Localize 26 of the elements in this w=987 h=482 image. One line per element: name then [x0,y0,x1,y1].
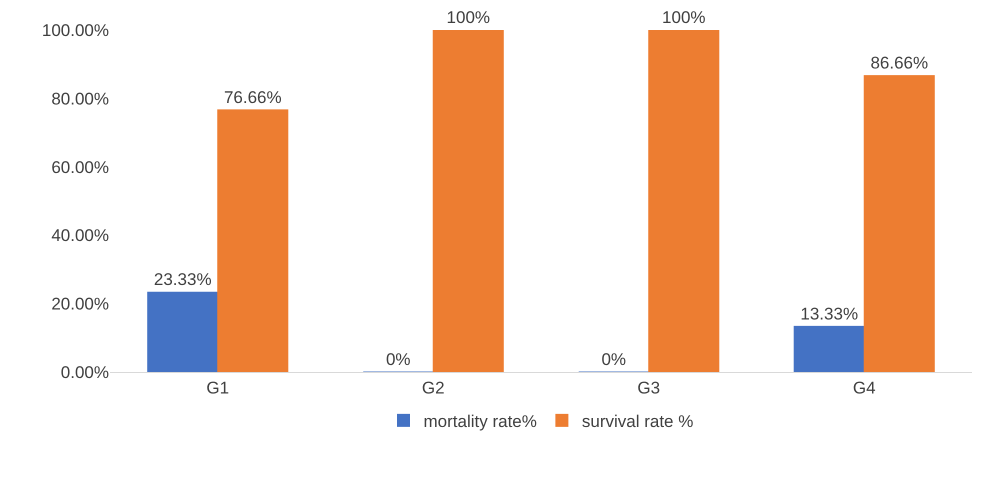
bar [217,109,288,372]
bar [794,326,865,372]
y-tick-label: 40.00% [51,226,109,246]
data-label: 100% [446,8,490,27]
bar [864,75,935,372]
bar [432,30,504,372]
y-tick-label: 60.00% [51,158,109,177]
data-label: 76.66% [224,88,282,107]
y-tick-label: 0.00% [60,362,109,382]
y-tick-label: 80.00% [51,89,109,108]
data-label: 13.33% [800,304,858,324]
bar [147,292,218,372]
data-label: 23.33% [154,270,212,290]
bar [648,30,720,372]
x-tick-label: G3 [637,378,660,398]
data-label: 86.66% [870,54,928,73]
y-tick-label: 100.00% [42,20,109,40]
data-label: 100% [662,8,706,27]
x-tick-label: G2 [422,378,445,398]
data-label: 0% [601,350,626,369]
legend-label: survival rate % [582,412,694,431]
x-tick-label: G4 [852,378,876,398]
y-tick-label: 20.00% [51,294,109,314]
x-tick-label: G1 [206,378,230,398]
data-label: 0% [386,350,411,369]
legend-label: mortality rate% [424,412,537,431]
